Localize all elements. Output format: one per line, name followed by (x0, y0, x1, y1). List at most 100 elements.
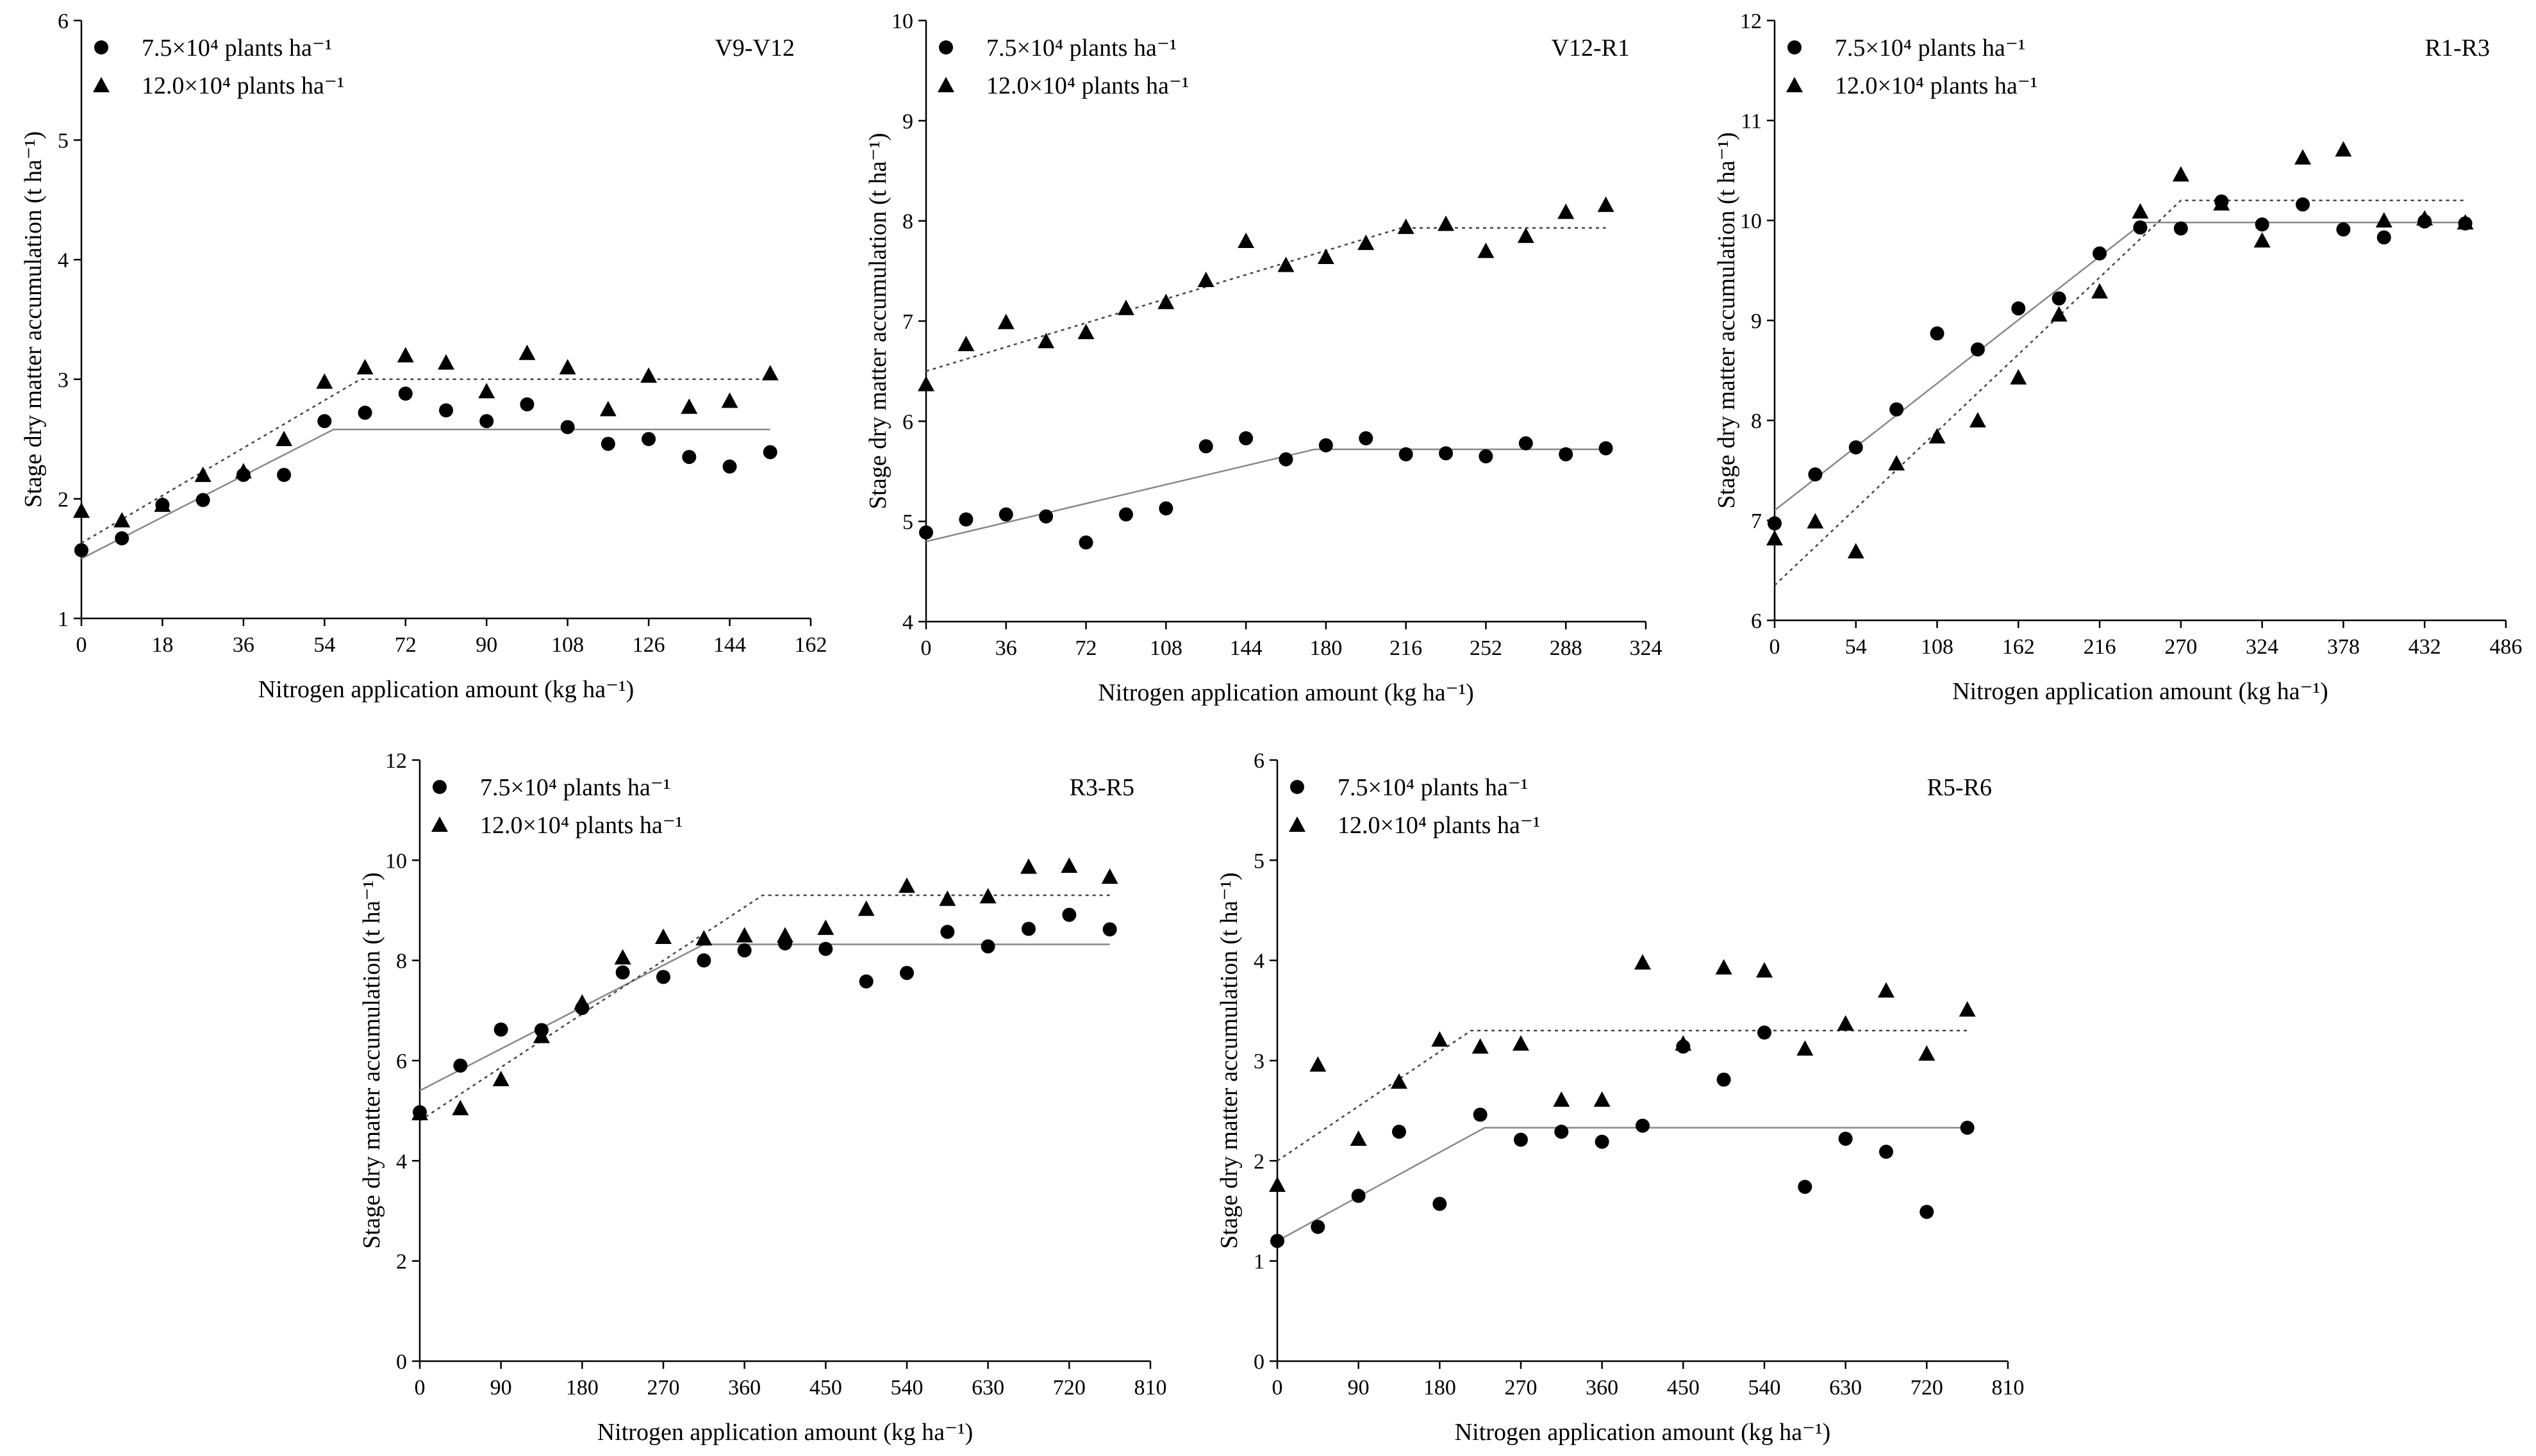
data-point-circle (479, 414, 494, 429)
data-point-triangle (1238, 232, 1255, 248)
data-point-triangle (411, 1105, 428, 1121)
data-point-circle (1559, 447, 1573, 461)
data-point-circle (1359, 431, 1373, 445)
legend-marker-1 (1290, 780, 1304, 794)
data-point-triangle (1634, 954, 1651, 970)
data-point-triangle (559, 359, 576, 375)
data-point-circle (2296, 197, 2310, 212)
data-point-triangle (1878, 982, 1894, 998)
x-axis-title: Nitrogen application amount (kg ha⁻¹) (1952, 678, 2328, 705)
data-point-circle (737, 943, 752, 958)
x-tick-label: 324 (1630, 636, 1662, 660)
data-point-triangle (681, 398, 698, 414)
data-point-triangle (492, 1070, 510, 1086)
x-tick-label: 36 (233, 633, 254, 657)
panel-stage-label: R5-R6 (1927, 774, 1992, 801)
legend-marker-2 (93, 77, 110, 93)
data-point-circle (1392, 1124, 1406, 1139)
y-tick-label: 6 (1751, 609, 1762, 633)
data-point-circle (1960, 1120, 1975, 1135)
x-axis-title: Nitrogen application amount (kg ha⁻¹) (1455, 1419, 1831, 1446)
data-point-triangle (655, 928, 672, 944)
y-axis-title: Stage dry matter accumulation (t ha⁻¹) (20, 131, 47, 508)
fit-line-series-2 (1277, 1029, 1968, 1162)
data-point-triangle (957, 335, 975, 352)
legend-label-2: 12.0×10⁴ plants ha⁻¹ (1835, 72, 2037, 99)
data-point-triangle (356, 359, 374, 375)
data-point-triangle (899, 877, 915, 893)
y-tick-label: 6 (58, 10, 69, 33)
data-point-circle (439, 403, 453, 418)
data-point-circle (493, 1022, 508, 1037)
data-point-circle (763, 445, 777, 459)
data-point-triangle (1969, 412, 1986, 428)
y-tick-label: 10 (385, 849, 407, 873)
data-point-triangle (2132, 203, 2149, 219)
x-tick-label: 252 (1470, 636, 1502, 660)
data-point-triangle (1020, 858, 1037, 874)
data-point-triangle (1309, 1056, 1327, 1072)
y-tick-label: 7 (902, 310, 913, 334)
y-tick-label: 6 (902, 410, 913, 434)
data-point-circle (453, 1058, 468, 1073)
x-axis-title: Nitrogen application amount (kg ha⁻¹) (258, 676, 634, 703)
x-tick-label: 0 (921, 636, 932, 660)
y-tick-label: 3 (1254, 1050, 1264, 1073)
data-point-triangle (574, 994, 591, 1010)
y-tick-label: 8 (396, 950, 407, 973)
data-point-circle (2336, 222, 2351, 237)
data-point-circle (1239, 431, 1254, 445)
data-point-circle (358, 406, 372, 420)
y-tick-label: 5 (902, 511, 913, 534)
x-tick-label: 54 (313, 633, 335, 657)
x-tick-label: 126 (633, 633, 665, 657)
y-tick-label: 8 (902, 210, 913, 234)
data-point-triangle (452, 1100, 469, 1116)
x-tick-label: 540 (891, 1376, 924, 1400)
data-point-triangle (1350, 1130, 1367, 1146)
x-tick-label: 18 (151, 633, 173, 657)
x-tick-label: 432 (2408, 635, 2441, 659)
data-point-circle (1479, 449, 1493, 464)
legend-label-1: 7.5×10⁴ plants ha⁻¹ (986, 35, 1177, 62)
x-tick-label: 378 (2327, 635, 2360, 659)
data-point-triangle (1477, 242, 1495, 258)
data-point-circle (1598, 441, 1613, 456)
data-point-circle (940, 925, 955, 939)
data-point-circle (1757, 1025, 1771, 1040)
x-tick-label: 54 (1845, 635, 1867, 659)
y-tick-label: 10 (1740, 210, 1762, 233)
data-point-triangle (1517, 228, 1534, 244)
x-tick-label: 216 (2084, 635, 2116, 659)
data-point-circle (1318, 438, 1333, 452)
legend-marker-1 (94, 40, 108, 54)
data-point-circle (818, 941, 833, 956)
data-point-circle (1022, 922, 1036, 936)
x-tick-label: 162 (2002, 635, 2035, 659)
data-point-triangle (1597, 196, 1614, 212)
y-tick-label: 5 (1254, 849, 1264, 873)
data-point-circle (1554, 1124, 1569, 1139)
y-tick-label: 9 (1751, 310, 1762, 333)
x-tick-label: 630 (972, 1376, 1004, 1400)
data-point-triangle (1766, 530, 1783, 546)
data-point-triangle (997, 313, 1015, 329)
data-point-circle (317, 414, 332, 429)
data-point-circle (1351, 1189, 1366, 1204)
y-tick-label: 4 (902, 611, 913, 634)
data-point-circle (2133, 220, 2148, 235)
legend-label-1: 7.5×10⁴ plants ha⁻¹ (1338, 774, 1528, 801)
x-tick-label: 0 (1769, 635, 1780, 659)
x-tick-label: 180 (566, 1376, 599, 1400)
x-tick-label: 720 (1053, 1376, 1086, 1400)
y-axis-title: Stage dry matter accumulation (t ha⁻¹) (1713, 132, 1740, 509)
data-point-circle (999, 507, 1013, 522)
x-tick-label: 216 (1389, 636, 1422, 660)
y-tick-label: 2 (396, 1250, 407, 1274)
data-point-circle (520, 397, 535, 411)
y-tick-label: 12 (385, 749, 407, 773)
data-point-triangle (194, 467, 211, 483)
data-point-triangle (1317, 248, 1334, 264)
data-point-circle (1889, 402, 1904, 417)
